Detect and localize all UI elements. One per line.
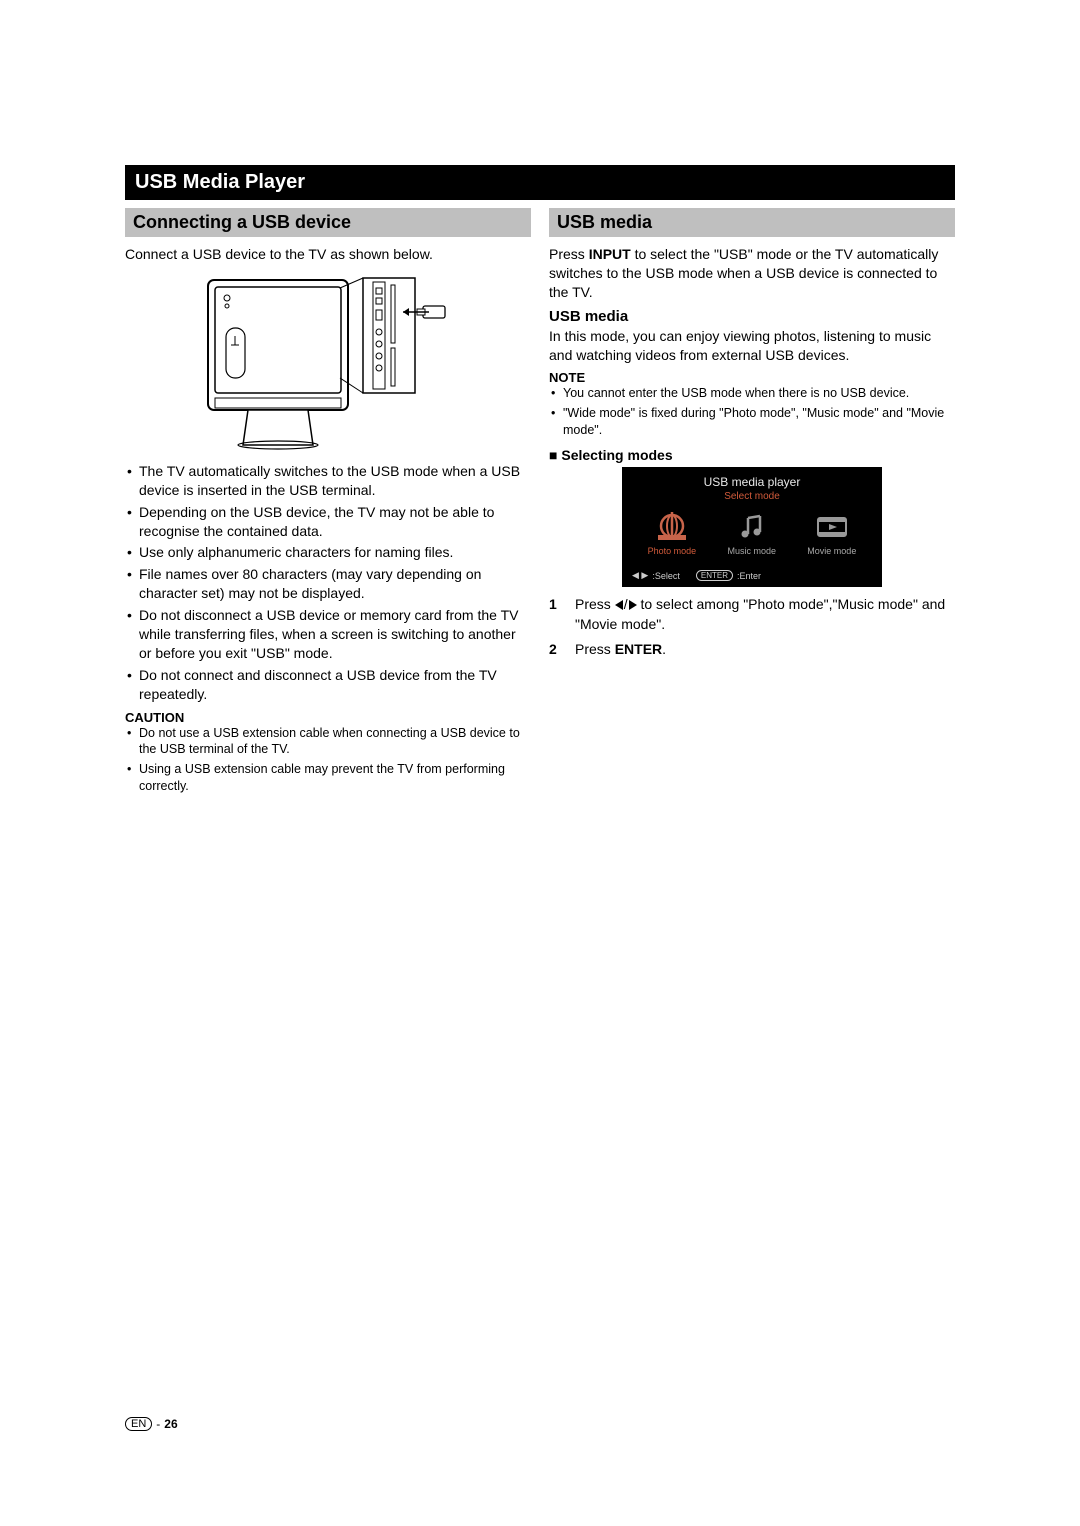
step-number: 2 bbox=[549, 640, 565, 660]
text: . bbox=[662, 641, 666, 657]
mode-label: Photo mode bbox=[648, 546, 697, 556]
mode-row: Photo mode Music mode bbox=[632, 512, 872, 556]
hint-row: ◀ ▶ :Select ENTER :Enter bbox=[632, 570, 872, 581]
text: Press bbox=[575, 641, 615, 657]
usb-notes-list: The TV automatically switches to the USB… bbox=[125, 462, 531, 704]
photo-mode-icon bbox=[654, 512, 690, 542]
list-item: Using a USB extension cable may prevent … bbox=[125, 761, 531, 795]
usb-media-subhead: USB media bbox=[549, 308, 955, 325]
page-title-bar: USB Media Player bbox=[125, 165, 955, 200]
text: Press bbox=[549, 246, 589, 262]
left-column: Connecting a USB device Connect a USB de… bbox=[125, 208, 531, 801]
page-footer: EN - 26 bbox=[125, 1417, 178, 1431]
step-number: 1 bbox=[549, 595, 565, 634]
mode-label: Movie mode bbox=[807, 546, 856, 556]
page-number: 26 bbox=[164, 1417, 177, 1431]
left-arrow-icon bbox=[615, 600, 623, 610]
media-player-title: USB media player bbox=[632, 475, 872, 489]
caution-label: CAUTION bbox=[125, 710, 531, 725]
right-arrow-icon bbox=[629, 600, 637, 610]
note-list: You cannot enter the USB mode when there… bbox=[549, 385, 955, 439]
enter-badge: ENTER bbox=[696, 570, 733, 581]
enter-keyword: ENTER bbox=[615, 641, 662, 657]
media-player-subtitle: Select mode bbox=[632, 491, 872, 502]
list-item: The TV automatically switches to the USB… bbox=[125, 462, 531, 500]
list-item: Do not connect and disconnect a USB devi… bbox=[125, 666, 531, 704]
selecting-modes-head: Selecting modes bbox=[549, 447, 955, 463]
step-text: Press ENTER. bbox=[575, 640, 666, 660]
step-1: 1 Press / to select among "Photo mode","… bbox=[549, 595, 955, 634]
hint-enter: :Enter bbox=[737, 571, 761, 581]
list-item: Do not disconnect a USB device or memory… bbox=[125, 606, 531, 663]
usb-media-intro: Press INPUT to select the "USB" mode or … bbox=[549, 245, 955, 302]
list-item: Depending on the USB device, the TV may … bbox=[125, 503, 531, 541]
right-column: USB media Press INPUT to select the "USB… bbox=[549, 208, 955, 801]
connect-intro: Connect a USB device to the TV as shown … bbox=[125, 245, 531, 264]
photo-mode-option: Photo mode bbox=[648, 512, 697, 556]
caution-list: Do not use a USB extension cable when co… bbox=[125, 725, 531, 796]
list-item: You cannot enter the USB mode when there… bbox=[549, 385, 955, 402]
usb-media-player-screen: USB media player Select mode Photo mode bbox=[622, 467, 882, 587]
list-item: File names over 80 characters (may vary … bbox=[125, 565, 531, 603]
input-keyword: INPUT bbox=[589, 246, 631, 262]
movie-mode-option: Movie mode bbox=[807, 512, 856, 556]
section-usb-media: USB media bbox=[549, 208, 955, 237]
page-separator: - bbox=[156, 1417, 160, 1431]
movie-mode-icon bbox=[814, 512, 850, 542]
tv-usb-diagram bbox=[203, 270, 453, 450]
music-mode-icon bbox=[734, 512, 770, 542]
step-2: 2 Press ENTER. bbox=[549, 640, 955, 660]
language-badge: EN bbox=[125, 1417, 152, 1431]
usb-media-body: In this mode, you can enjoy viewing phot… bbox=[549, 327, 955, 365]
step-text: Press / to select among "Photo mode","Mu… bbox=[575, 595, 955, 634]
note-label: NOTE bbox=[549, 370, 955, 385]
steps-list: 1 Press / to select among "Photo mode","… bbox=[549, 595, 955, 660]
hint-select: :Select bbox=[652, 571, 680, 581]
list-item: Do not use a USB extension cable when co… bbox=[125, 725, 531, 759]
text: Press bbox=[575, 596, 615, 612]
list-item: "Wide mode" is fixed during "Photo mode"… bbox=[549, 405, 955, 439]
section-connecting-usb: Connecting a USB device bbox=[125, 208, 531, 237]
mode-label: Music mode bbox=[727, 546, 776, 556]
nav-arrows-icon: ◀ ▶ bbox=[632, 570, 648, 581]
list-item: Use only alphanumeric characters for nam… bbox=[125, 543, 531, 562]
music-mode-option: Music mode bbox=[727, 512, 776, 556]
two-column-layout: Connecting a USB device Connect a USB de… bbox=[125, 208, 955, 801]
